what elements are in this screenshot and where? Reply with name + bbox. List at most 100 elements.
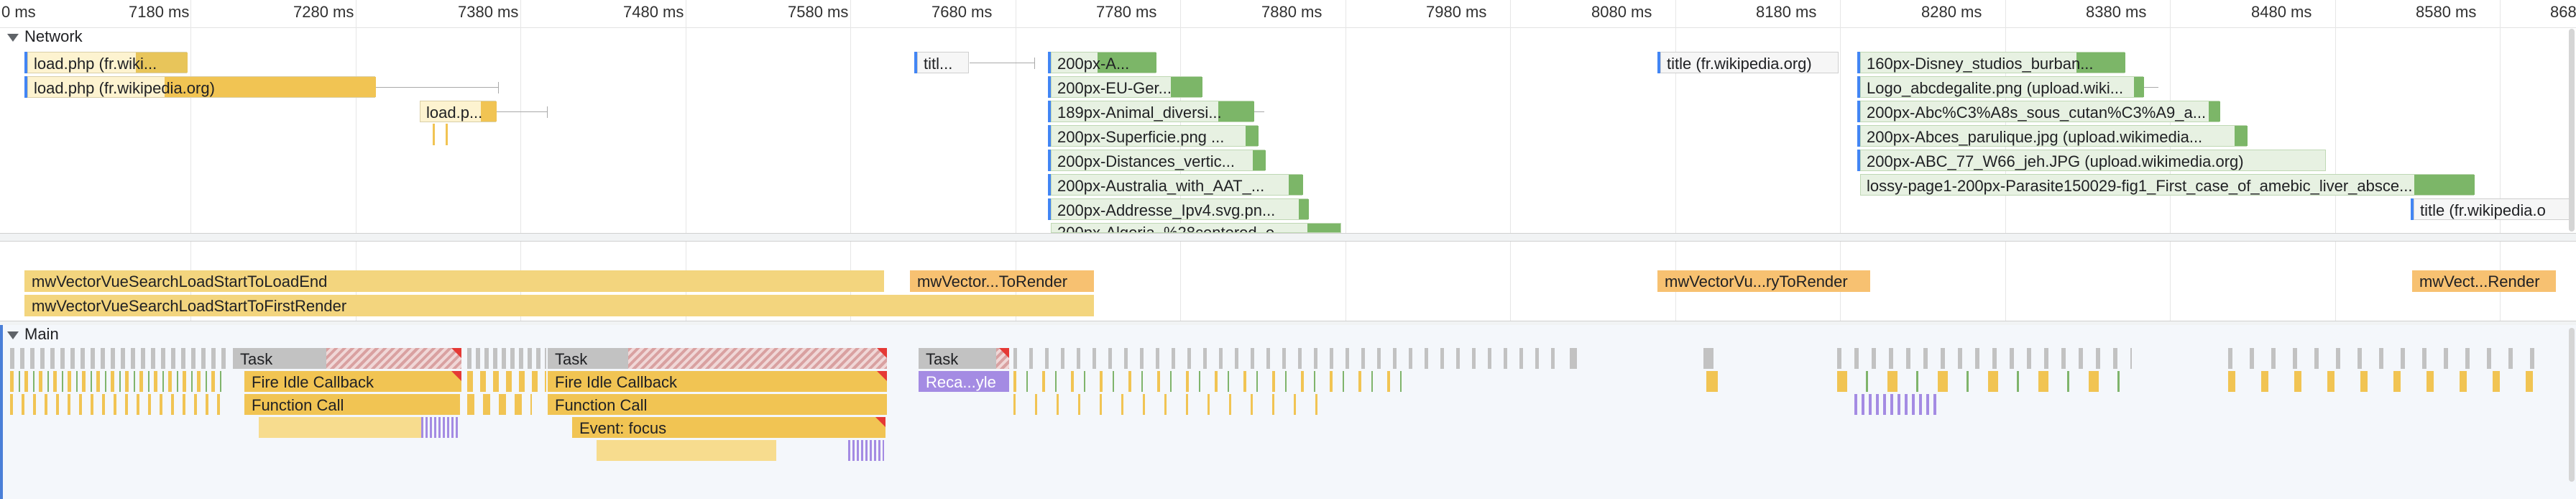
request-download-segment	[2076, 52, 2125, 73]
task-label: Task	[240, 350, 273, 368]
rendering-slivers[interactable]	[1854, 394, 1941, 415]
request-label: title (fr.wikipedia.org)	[1667, 55, 1812, 73]
rendering-slivers[interactable]	[848, 440, 884, 461]
request-label: 189px-Animal_diversi...	[1057, 104, 1222, 122]
function-call-event[interactable]: Function Call	[244, 394, 460, 415]
task-slivers[interactable]	[1837, 348, 2132, 369]
network-request[interactable]: 160px-Disney_studios_burban...	[1860, 52, 2125, 73]
resource-marker	[446, 124, 448, 145]
network-request[interactable]: 200px-ABC_77_W66_jeh.JPG (upload.wikimed…	[1860, 150, 2326, 171]
network-request[interactable]: 200px-Algeria_%28centered_o...	[1051, 223, 1341, 233]
function-call-event[interactable]: Function Call	[548, 394, 887, 415]
main-track-header[interactable]: Main	[7, 325, 59, 344]
request-label: titl...	[924, 55, 953, 73]
network-request[interactable]: 189px-Animal_diversi...	[1051, 101, 1264, 122]
network-request[interactable]: 200px-Distances_vertic...	[1051, 150, 1266, 171]
collapse-triangle-icon[interactable]	[7, 331, 19, 339]
request-label: title (fr.wikipedia.o	[2420, 201, 2546, 219]
fire-idle-callback-event[interactable]: Fire Idle Callback	[244, 371, 461, 392]
task-event[interactable]: Task	[548, 348, 628, 369]
long-task-overflow[interactable]	[628, 348, 887, 369]
request-label: 200px-EU-Ger...	[1057, 79, 1172, 97]
ruler-tick-label: 7680 ms	[932, 3, 993, 21]
script-slivers[interactable]	[467, 394, 532, 415]
long-task-marker	[877, 371, 887, 381]
network-request[interactable]: title (fr.wikipedia.org)	[1660, 52, 1839, 73]
script-slivers[interactable]	[2228, 371, 2544, 392]
timing-marker[interactable]: mwVect...Render	[2412, 270, 2556, 292]
script-sliver[interactable]	[1706, 371, 1718, 392]
grid-line	[2500, 0, 2501, 499]
network-request[interactable]: 200px-Superficie.png ...	[1051, 125, 1259, 147]
rendering-slivers[interactable]	[421, 417, 459, 438]
request-priority-marker	[1657, 52, 1661, 73]
task-event[interactable]: Task	[919, 348, 996, 369]
timing-marker[interactable]: mwVectorVueSearchLoadStartToFirstRender	[24, 295, 1094, 316]
task-sliver[interactable]	[1703, 348, 1714, 369]
event-label: Event: focus	[579, 419, 667, 437]
ruler-tick-label: 7480 ms	[623, 3, 684, 21]
network-request[interactable]: lossy-page1-200px-Parasite150029-fig1_Fi…	[1860, 174, 2475, 196]
network-request[interactable]: 200px-EU-Ger...	[1051, 76, 1202, 98]
selection-edge[interactable]	[0, 325, 3, 499]
network-request[interactable]: load.php (fr.wiki...	[27, 52, 188, 73]
script-slivers[interactable]	[467, 371, 546, 392]
network-request[interactable]: load.p...	[420, 101, 548, 122]
grid-line	[2170, 0, 2171, 499]
timing-marker[interactable]: mwVectorVu...ryToRender	[1657, 270, 1870, 292]
request-tail-line	[2144, 87, 2158, 88]
long-task-overflow[interactable]	[326, 348, 461, 369]
main-track-title: Main	[24, 325, 59, 343]
track-divider[interactable]	[0, 233, 2576, 242]
timing-marker[interactable]: mwVectorVueSearchLoadStartToLoadEnd	[24, 270, 884, 292]
network-request[interactable]: title (fr.wikipedia.o	[2414, 198, 2572, 220]
grid-line	[2005, 0, 2006, 499]
network-request[interactable]: 200px-Addresse_Ipv4.svg.pn...	[1051, 198, 1309, 220]
script-slivers[interactable]	[10, 394, 226, 415]
long-task-marker	[451, 348, 461, 358]
task-slivers[interactable]	[2228, 348, 2544, 369]
request-download-segment	[1171, 77, 1202, 97]
task-slivers[interactable]	[1013, 348, 1560, 369]
network-scrollbar[interactable]	[2569, 29, 2575, 232]
network-request[interactable]: 200px-Abces_parulique.jpg (upload.wikime…	[1860, 125, 2248, 147]
request-label: load.php (fr.wiki...	[34, 55, 157, 73]
event-label: Function Call	[252, 396, 344, 414]
timing-marker[interactable]: mwVector...ToRender	[910, 270, 1094, 292]
script-slivers[interactable]	[10, 371, 226, 392]
main-scrollbar[interactable]	[2569, 328, 2575, 482]
fire-idle-callback-event[interactable]: Fire Idle Callback	[548, 371, 887, 392]
request-priority-marker	[1857, 52, 1861, 73]
recalculate-style-event[interactable]: Reca...yle	[919, 371, 1009, 392]
script-slivers[interactable]	[1013, 371, 1416, 392]
network-request[interactable]: 200px-A...	[1051, 52, 1156, 73]
request-priority-marker	[1857, 125, 1861, 147]
request-download-segment	[1098, 52, 1156, 73]
grid-line	[1510, 0, 1511, 499]
event-focus-event[interactable]: Event: focus	[572, 417, 886, 438]
network-request[interactable]: 200px-Australia_with_AAT_...	[1051, 174, 1303, 196]
task-slivers[interactable]	[467, 348, 546, 369]
script-slivers[interactable]	[1837, 371, 2139, 392]
network-request[interactable]: load.php (fr.wikipedia.org)	[27, 76, 499, 98]
script-event[interactable]	[597, 440, 776, 461]
long-task-marker	[875, 417, 886, 427]
task-event[interactable]: Task	[233, 348, 326, 369]
network-request[interactable]: titl...	[917, 52, 1035, 73]
script-slivers[interactable]	[1013, 394, 1330, 415]
resource-marker	[433, 124, 435, 145]
collapse-triangle-icon[interactable]	[7, 33, 19, 42]
task-slivers[interactable]	[10, 348, 226, 369]
network-request[interactable]: 200px-Abc%C3%A8s_sous_cutan%C3%A9_a...	[1860, 101, 2220, 122]
network-track-header[interactable]: Network	[7, 27, 83, 46]
long-task-overflow[interactable]	[996, 348, 1009, 369]
script-event[interactable]	[259, 417, 421, 438]
request-tail-line	[376, 87, 498, 88]
request-priority-marker	[24, 76, 28, 98]
request-priority-marker	[1048, 150, 1052, 171]
task-sliver[interactable]	[1570, 348, 1577, 369]
network-request[interactable]: Logo_abcdegalite.png (upload.wiki...	[1860, 76, 2158, 98]
track-divider	[0, 321, 2576, 326]
main-thread-track[interactable]: Main Task Task Task Fire Idle Callback F…	[0, 325, 2576, 499]
